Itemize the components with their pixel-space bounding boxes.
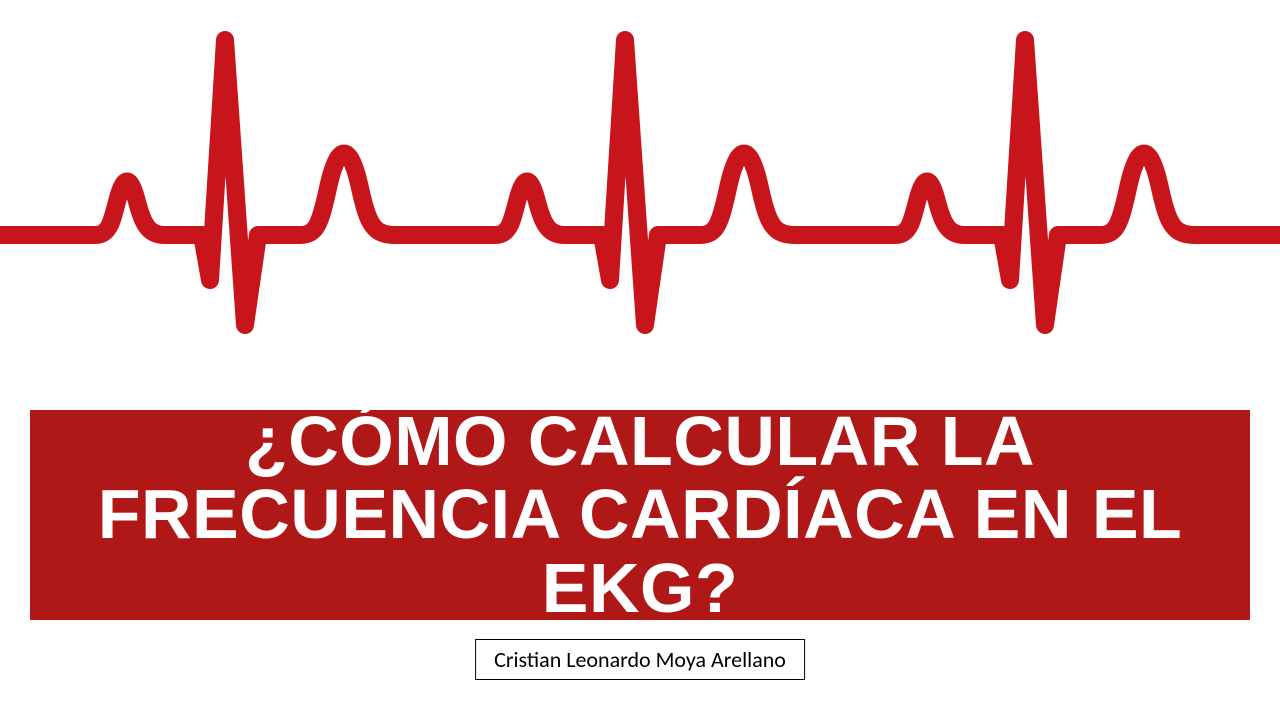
author-box: Cristian Leonardo Moya Arellano: [475, 639, 805, 680]
ecg-waveform: [0, 20, 1280, 390]
title-band: ¿CÓMO CALCULAR LA FRECUENCIA CARDÍACA EN…: [30, 410, 1250, 620]
ecg-svg: [0, 20, 1280, 390]
title-text: ¿CÓMO CALCULAR LA FRECUENCIA CARDÍACA EN…: [50, 405, 1230, 626]
author-name: Cristian Leonardo Moya Arellano: [494, 646, 786, 673]
slide: ¿CÓMO CALCULAR LA FRECUENCIA CARDÍACA EN…: [0, 0, 1280, 720]
ecg-path: [0, 40, 1280, 325]
